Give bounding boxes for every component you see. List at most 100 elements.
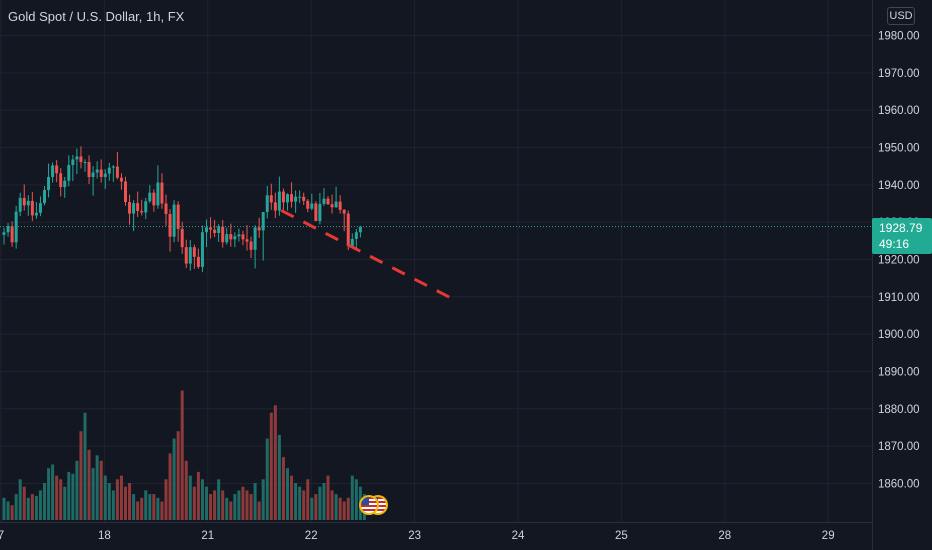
candle[interactable] (22, 184, 26, 211)
candle[interactable] (241, 230, 245, 246)
candle[interactable] (91, 166, 95, 196)
candle[interactable] (26, 195, 30, 216)
candle[interactable] (217, 224, 221, 242)
candle[interactable] (192, 244, 196, 269)
candle[interactable] (176, 201, 180, 242)
candle[interactable] (261, 212, 265, 261)
candle[interactable] (95, 161, 99, 179)
candle[interactable] (115, 151, 119, 180)
candle[interactable] (140, 199, 144, 216)
candle[interactable] (99, 159, 103, 183)
candle[interactable] (277, 176, 281, 216)
candle[interactable] (354, 228, 358, 249)
candle[interactable] (75, 148, 79, 174)
candle[interactable] (18, 192, 22, 217)
candle[interactable] (225, 227, 229, 245)
candle[interactable] (358, 225, 362, 238)
candle[interactable] (334, 186, 338, 208)
candle[interactable] (213, 219, 217, 238)
candle[interactable] (286, 193, 289, 211)
volume-bar (209, 494, 213, 520)
candle[interactable] (136, 191, 140, 217)
candle[interactable] (346, 210, 350, 251)
candle[interactable] (172, 200, 176, 243)
candle[interactable] (245, 225, 249, 251)
candle[interactable] (233, 232, 237, 248)
candle[interactable] (269, 183, 273, 210)
candle[interactable] (265, 185, 269, 219)
symbol-title[interactable]: Gold Spot / U.S. Dollar, 1h, FX (8, 9, 185, 24)
candle-body (156, 182, 160, 206)
candle[interactable] (229, 223, 233, 247)
candle[interactable] (119, 173, 123, 190)
candle[interactable] (342, 209, 346, 232)
candle[interactable] (144, 197, 148, 220)
candle[interactable] (132, 200, 136, 232)
candle[interactable] (209, 217, 213, 239)
candle[interactable] (43, 185, 46, 206)
candle[interactable] (87, 155, 91, 185)
candle[interactable] (318, 193, 322, 225)
candle[interactable] (164, 194, 168, 226)
candle[interactable] (71, 154, 75, 182)
candle[interactable] (59, 168, 63, 197)
candle[interactable] (83, 159, 87, 172)
candle[interactable] (124, 176, 127, 206)
candle[interactable] (156, 165, 160, 209)
candle[interactable] (294, 190, 298, 213)
candle[interactable] (298, 190, 302, 204)
candle[interactable] (273, 192, 277, 219)
candle[interactable] (338, 195, 342, 214)
candlestick-series[interactable] (2, 146, 362, 273)
candle[interactable] (2, 227, 6, 245)
candle[interactable] (257, 217, 261, 238)
candle[interactable] (196, 248, 200, 269)
candle[interactable] (249, 236, 253, 258)
candle[interactable] (184, 239, 188, 269)
candle[interactable] (38, 196, 42, 217)
y-tick-label: 1860.00 (878, 478, 920, 490)
candle[interactable] (103, 169, 107, 189)
candle[interactable] (67, 155, 71, 187)
candle[interactable] (30, 191, 34, 222)
candle[interactable] (10, 221, 14, 247)
volume-bar (18, 479, 22, 520)
candle[interactable] (47, 163, 51, 198)
candle[interactable] (79, 146, 83, 169)
candle[interactable] (253, 225, 257, 269)
candle[interactable] (221, 219, 225, 248)
candle[interactable] (314, 201, 318, 222)
candle[interactable] (148, 185, 152, 204)
candle[interactable] (168, 209, 172, 252)
candle[interactable] (326, 196, 330, 205)
candle[interactable] (322, 188, 326, 207)
candle[interactable] (63, 176, 67, 198)
candle[interactable] (205, 219, 208, 248)
candle[interactable] (302, 192, 306, 205)
candle[interactable] (281, 188, 285, 210)
candle[interactable] (111, 165, 115, 182)
candle[interactable] (107, 162, 111, 181)
trend-line-drawing[interactable] (280, 209, 454, 301)
candle-body (257, 227, 261, 231)
candle[interactable] (152, 189, 156, 212)
candle[interactable] (200, 225, 204, 273)
us-flag-icon[interactable] (359, 495, 379, 515)
candle[interactable] (290, 182, 294, 208)
candle[interactable] (55, 160, 59, 183)
candle[interactable] (51, 162, 55, 183)
candle[interactable] (330, 194, 334, 214)
candle[interactable] (14, 205, 18, 249)
candle[interactable] (34, 201, 38, 219)
candle[interactable] (6, 222, 10, 237)
candle[interactable] (180, 221, 184, 254)
candle[interactable] (188, 240, 192, 271)
candle[interactable] (310, 193, 314, 211)
economic-events[interactable] (359, 495, 393, 517)
candle[interactable] (306, 199, 310, 213)
currency-button[interactable]: USD (887, 7, 915, 25)
candle[interactable] (128, 194, 132, 225)
candle[interactable] (160, 173, 164, 209)
candle[interactable] (237, 228, 241, 242)
